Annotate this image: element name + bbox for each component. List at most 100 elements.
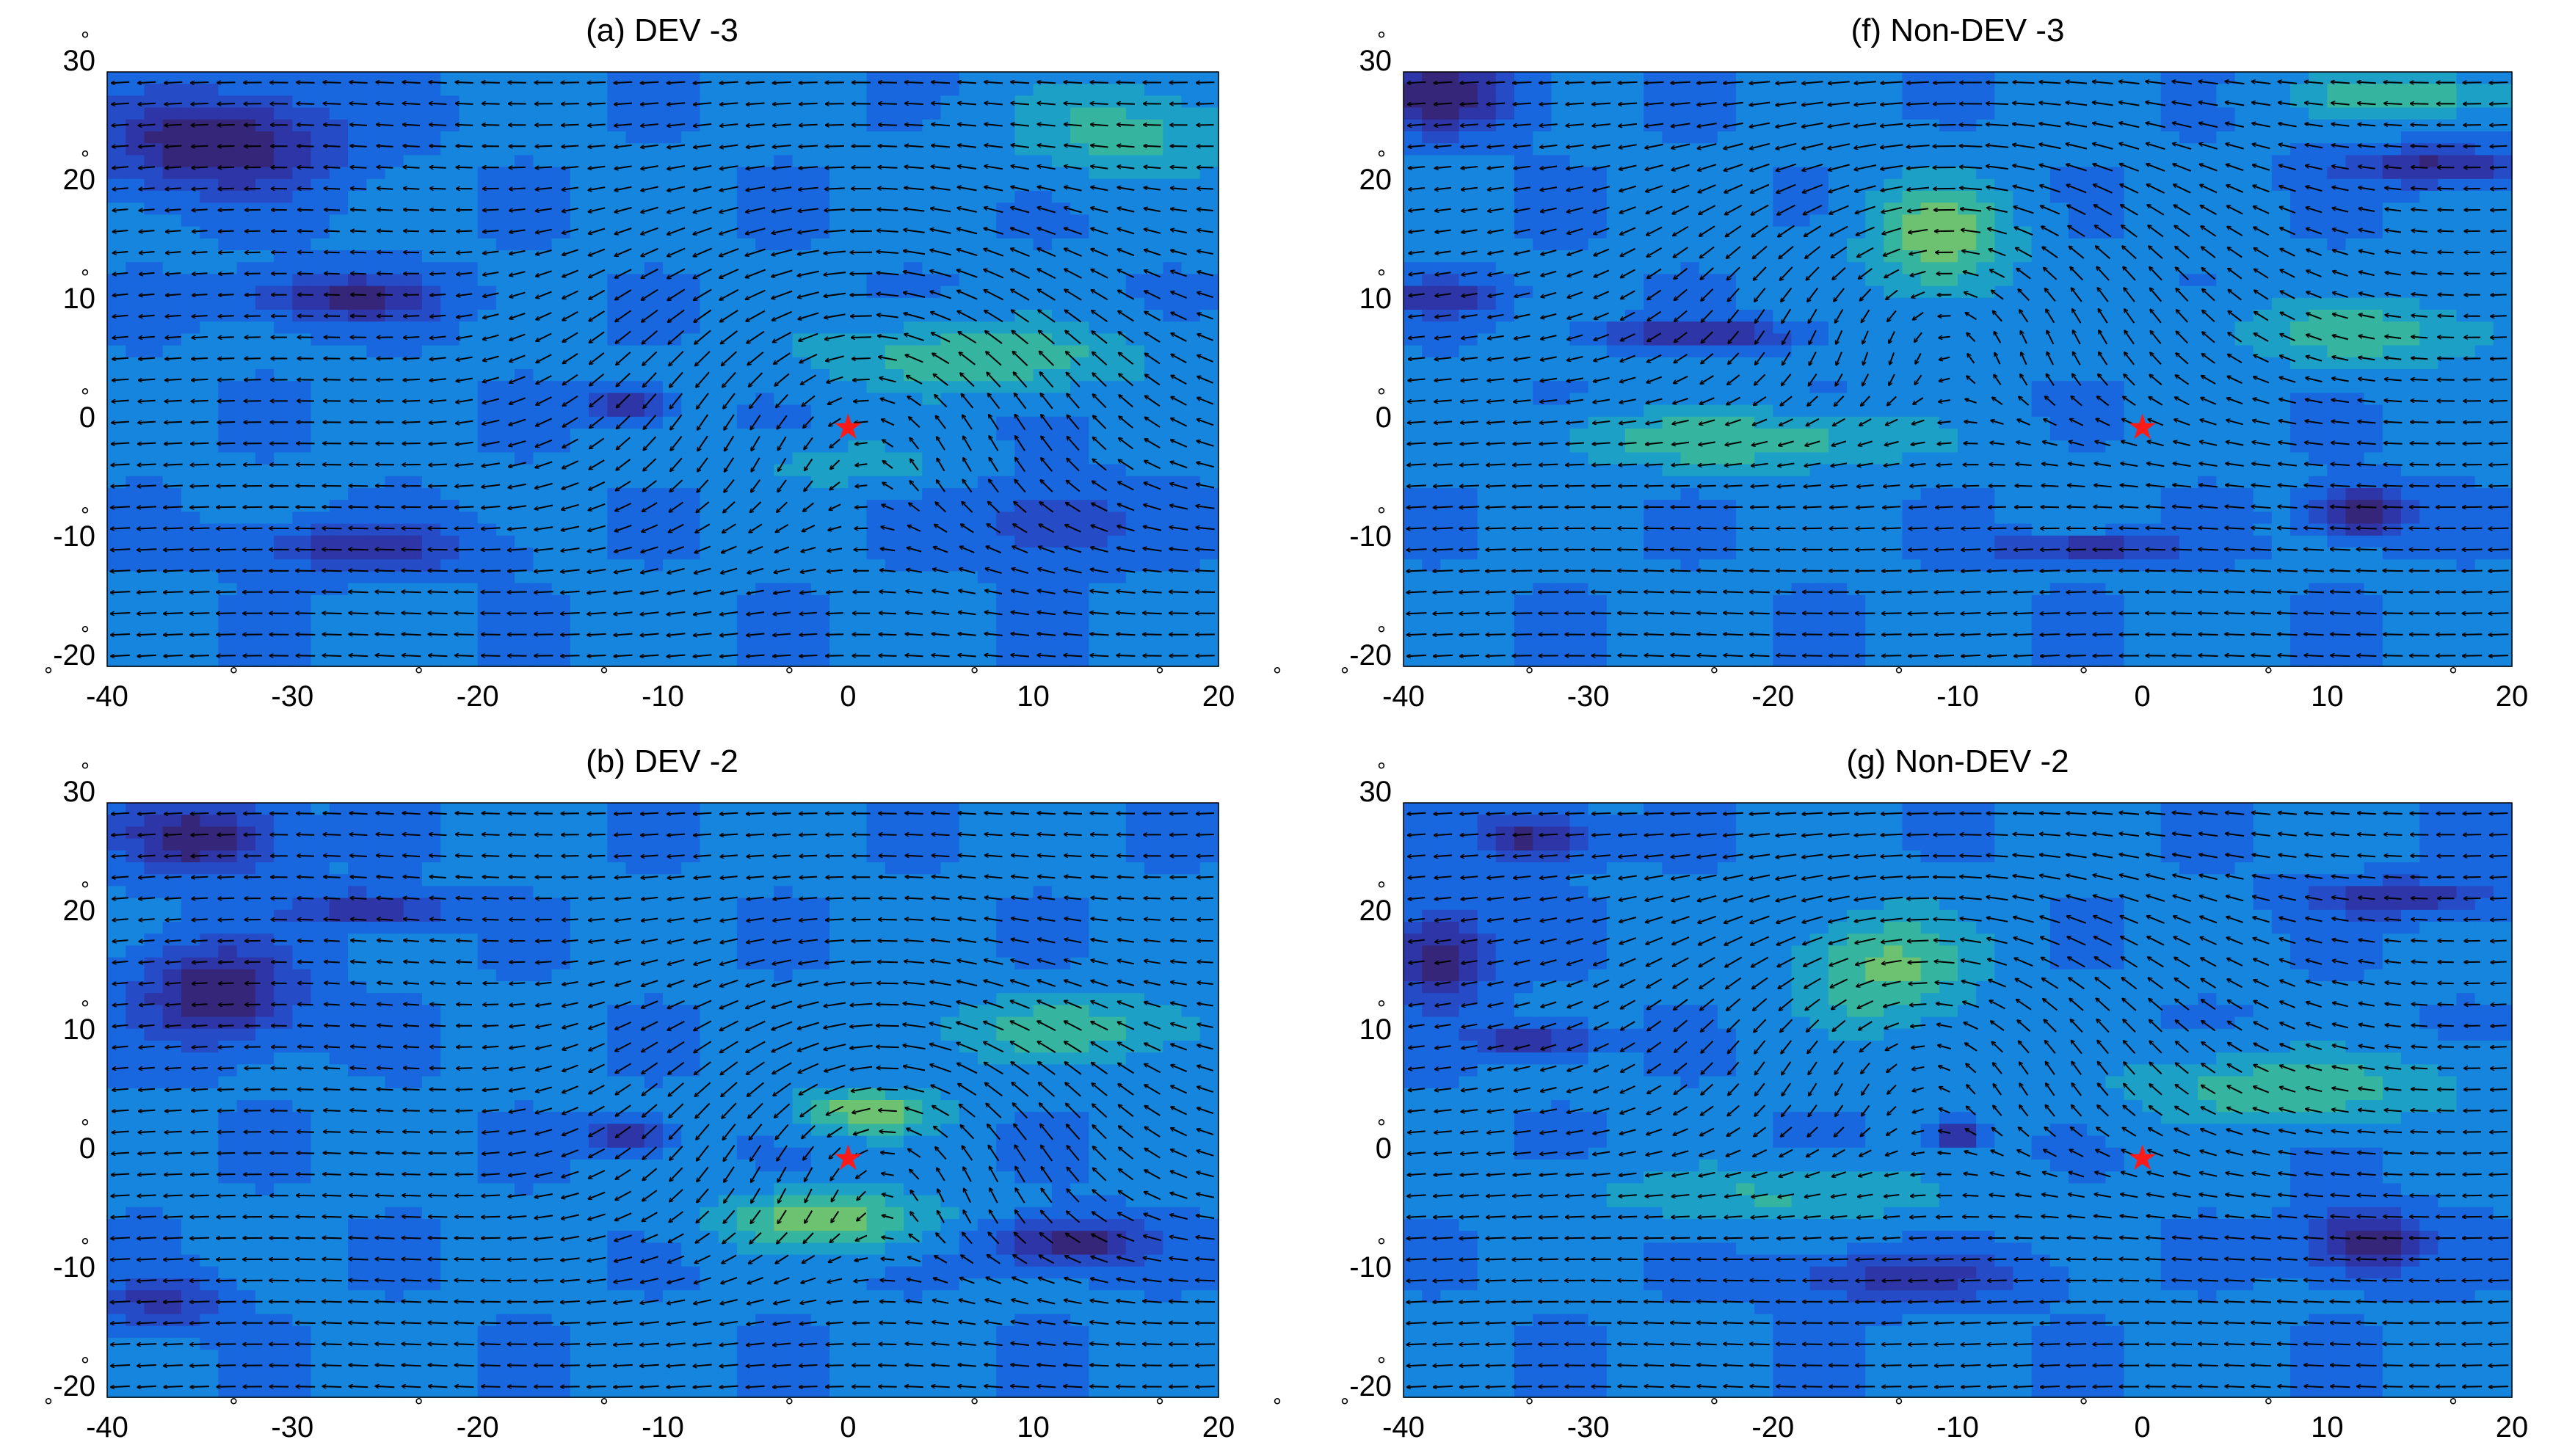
contour-cell: [1181, 630, 1201, 644]
contour-cell: [181, 381, 200, 394]
contour-cell: [940, 131, 960, 144]
contour-cell: [1440, 381, 1460, 394]
contour-cell: [977, 429, 997, 441]
contour-cell: [1680, 155, 1700, 168]
contour-cell: [1403, 630, 1423, 644]
contour-cell: [1089, 285, 1108, 299]
contour-cell: [126, 274, 145, 287]
contour-cell: [200, 630, 219, 644]
contour-cell: [885, 321, 904, 335]
contour-cell: [1495, 238, 1515, 251]
contour-cell: [218, 274, 238, 287]
contour-cell: [440, 321, 460, 335]
contour-cell: [940, 357, 960, 370]
contour-cell: [625, 107, 645, 120]
contour-cell: [329, 262, 349, 275]
contour-cell: [1533, 345, 1552, 358]
contour-cell: [755, 381, 775, 394]
contour-cell: [996, 333, 1016, 346]
contour-cell: [904, 630, 923, 644]
contour-cell: [292, 594, 312, 608]
contour-cell: [1551, 214, 1571, 228]
contour-cell: [385, 72, 404, 84]
contour-cell: [1125, 274, 1145, 287]
contour-cell: [1199, 155, 1219, 168]
contour-cell: [440, 84, 460, 97]
contour-cell: [736, 583, 756, 596]
contour-cell: [181, 619, 200, 632]
contour-cell: [477, 594, 497, 608]
wind-arrow: [164, 634, 184, 635]
contour-cell: [403, 476, 423, 489]
contour-cell: [1440, 131, 1460, 144]
contour-cell: [1569, 345, 1589, 358]
contour-cell: [1514, 642, 1533, 655]
contour-cell: [1477, 345, 1497, 358]
contour-cell: [348, 107, 368, 120]
contour-cell: [940, 214, 960, 228]
contour-cell: [1181, 619, 1201, 632]
contour-cell: [477, 333, 497, 346]
contour-cell: [1163, 238, 1183, 251]
contour-cell: [1422, 393, 1442, 406]
contour-cell: [1625, 404, 1644, 418]
contour-cell: [1495, 191, 1515, 203]
wind-arrow: [376, 655, 395, 656]
contour-cell: [329, 429, 349, 441]
contour-cell: [1514, 583, 1533, 596]
contour-cell: [829, 191, 849, 203]
contour-cell: [236, 571, 256, 584]
contour-cell: [1199, 226, 1219, 239]
wind-arrow: [297, 167, 314, 168]
contour-cell: [1107, 84, 1127, 97]
contour-cell: [885, 500, 904, 513]
contour-field: [107, 72, 1219, 667]
contour-cell: [1125, 250, 1145, 263]
contour-cell: [236, 594, 256, 608]
contour-cell: [385, 297, 404, 310]
contour-cell: [385, 404, 404, 418]
contour-cell: [866, 440, 886, 454]
wind-arrow: [561, 634, 580, 635]
contour-cell: [792, 523, 812, 536]
contour-cell: [162, 262, 182, 275]
contour-cell: [329, 559, 349, 572]
contour-cell: [1014, 143, 1034, 156]
contour-cell: [1551, 583, 1571, 596]
wind-arrow: [190, 570, 210, 571]
contour-cell: [292, 167, 312, 180]
contour-cell: [200, 452, 219, 465]
contour-cell: [440, 571, 460, 584]
contour-cell: [1569, 167, 1589, 180]
contour-cell: [1107, 167, 1127, 180]
contour-cell: [940, 381, 960, 394]
contour-cell: [1125, 535, 1145, 548]
contour-cell: [829, 167, 849, 180]
contour-cell: [200, 500, 219, 513]
wind-arrow: [854, 528, 868, 529]
contour-cell: [292, 535, 312, 548]
contour-cell: [940, 619, 960, 632]
contour-cell: [1014, 84, 1034, 97]
contour-cell: [181, 167, 200, 180]
contour-cell: [403, 191, 423, 203]
contour-cell: [1403, 594, 1423, 608]
contour-cell: [1125, 512, 1145, 525]
contour-cell: [1625, 583, 1644, 596]
contour-cell: [1495, 155, 1515, 168]
contour-cell: [792, 155, 812, 168]
contour-cell: [829, 214, 849, 228]
contour-cell: [1440, 488, 1460, 500]
contour-cell: [829, 297, 849, 310]
contour-cell: [459, 464, 479, 477]
contour-cell: [144, 178, 164, 192]
contour-cell: [385, 345, 404, 358]
contour-cell: [200, 72, 219, 84]
contour-cell: [1606, 285, 1626, 299]
contour-cell: [977, 619, 997, 632]
contour-cell: [1403, 345, 1423, 358]
contour-cell: [1533, 452, 1552, 465]
contour-cell: [1606, 310, 1626, 322]
contour-cell: [495, 619, 515, 632]
contour-cell: [625, 594, 645, 608]
